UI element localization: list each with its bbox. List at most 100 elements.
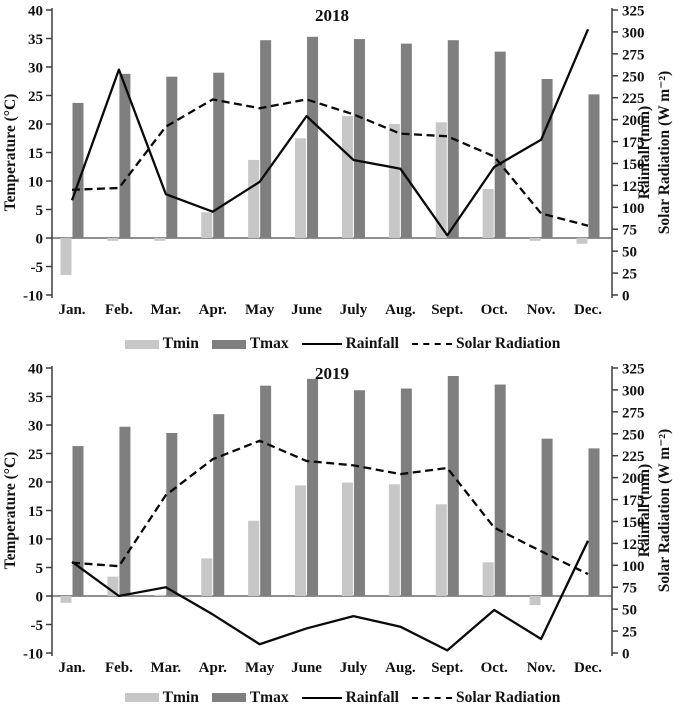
- legend-item-rainfall: Rainfall: [301, 335, 399, 353]
- x-tick-label: June: [291, 302, 322, 318]
- right-tick-label: 50: [622, 245, 637, 261]
- legend-item-tmax: Tmax: [211, 335, 289, 353]
- x-tick-label: July: [340, 660, 368, 676]
- left-tick-label: 20: [28, 118, 43, 134]
- chart-title: 2018: [315, 6, 349, 25]
- tmin-bar: [107, 576, 119, 596]
- tmax-bar: [119, 73, 131, 238]
- x-tick-label: Mar.: [150, 660, 181, 676]
- tmin-bar: [482, 188, 494, 238]
- tmax-bar: [447, 375, 459, 596]
- x-tick-label: Sept.: [431, 660, 463, 676]
- x-tick-label: Oct.: [481, 660, 508, 676]
- tmin-bar: [482, 562, 494, 596]
- tmax-bar: [588, 94, 600, 238]
- left-tick-label: 10: [28, 175, 43, 191]
- legend-label-solar: Solar Radiation: [455, 335, 561, 352]
- tmax-bar: [260, 385, 272, 596]
- tmin-bar: [201, 212, 213, 238]
- left-tick-label: 10: [28, 533, 43, 549]
- tmax-bar: [400, 388, 412, 596]
- tmax-bar: [260, 40, 272, 239]
- right-tick-label: 125: [622, 179, 645, 195]
- tmax-bar: [213, 72, 225, 238]
- legend-item-tmin: Tmin: [124, 689, 199, 707]
- x-tick-label: Oct.: [481, 302, 508, 318]
- legend-label-solar: Solar Radiation: [455, 688, 561, 706]
- right-tick-label: 325: [622, 362, 645, 378]
- rainfall-line: [71, 540, 590, 652]
- left-tick-label: 25: [28, 447, 43, 463]
- right-tick-label: 75: [622, 223, 637, 239]
- right-tick-label: 175: [622, 493, 645, 509]
- tmin-bar: [295, 138, 307, 238]
- x-tick-label: May: [245, 302, 275, 318]
- solar-radiation-line: [71, 98, 589, 227]
- right-tick-label: 125: [622, 537, 645, 553]
- tmax-bar: [72, 446, 84, 596]
- tmax-bar: [307, 36, 319, 238]
- x-tick-label: Jan.: [58, 660, 85, 676]
- right-tick-label: 275: [622, 405, 645, 421]
- right-tick-label: 25: [622, 625, 637, 641]
- x-tick-label: Nov.: [527, 302, 556, 318]
- x-tick-label: Feb.: [105, 302, 133, 318]
- right-axis-title-rainfall: Rainfall (mm): [636, 464, 653, 557]
- left-tick-label: -5: [31, 618, 44, 634]
- solar-line-sample: [411, 343, 452, 345]
- right-tick-label: 100: [622, 559, 645, 575]
- tmax-bar: [400, 43, 412, 238]
- left-tick-label: 40: [28, 4, 43, 20]
- tmin-bar: [60, 596, 72, 603]
- legend-item-solar: Solar Radiation: [411, 335, 561, 353]
- left-tick-label: 30: [28, 61, 43, 77]
- left-axis-title: Temperature (°C): [2, 94, 19, 212]
- left-tick-label: 35: [28, 390, 43, 406]
- tmin-bar: [154, 594, 166, 596]
- right-tick-label: 175: [622, 135, 645, 151]
- tmin-bar: [341, 116, 353, 238]
- x-tick-label: Jan.: [58, 302, 85, 318]
- tmin-bar: [341, 482, 353, 596]
- right-tick-label: 0: [622, 647, 630, 663]
- right-tick-label: 225: [622, 91, 645, 107]
- x-tick-label: Aug.: [385, 660, 416, 676]
- rainfall-line-sample: [301, 343, 342, 345]
- chart-2019-block: 40 35 30 25 20 15 10 5 0 -5 -10 325 300 275 250 225 200 1…: [0, 358, 685, 707]
- tmax-bar: [494, 51, 506, 238]
- x-tick-label: Apr.: [199, 660, 227, 676]
- right-tick-label: 0: [622, 289, 630, 305]
- legend-label-tmax: Tmax: [249, 688, 289, 706]
- right-tick-label: 250: [622, 427, 645, 443]
- x-tick-label: Mar.: [150, 302, 181, 318]
- tmax-swatch: [211, 339, 246, 349]
- tmin-bar: [201, 558, 213, 596]
- tmin-bar: [60, 238, 72, 276]
- tmin-bar: [154, 238, 166, 241]
- tmin-bar: [248, 520, 260, 596]
- legend-label-tmin: Tmin: [162, 335, 199, 352]
- tmin-bar: [388, 124, 400, 238]
- solar-line-sample: [411, 696, 452, 699]
- rainfall-line-sample: [301, 696, 342, 699]
- tmin-bar: [295, 485, 307, 596]
- tmin-bar: [529, 596, 541, 606]
- right-tick-label: 75: [622, 581, 637, 597]
- legend-label-tmax: Tmax: [249, 335, 289, 352]
- x-tick-label: June: [291, 660, 322, 676]
- tmin-bar: [248, 159, 260, 238]
- right-tick-label: 325: [622, 4, 645, 20]
- tmin-swatch: [124, 693, 159, 702]
- tmax-bar: [541, 78, 553, 238]
- right-tick-label: 150: [622, 515, 645, 531]
- tmax-bar: [307, 378, 319, 596]
- left-tick-label: 15: [28, 146, 43, 162]
- legend-2019: Tmin Tmax Rainfall Solar Radiation: [0, 688, 685, 707]
- chart-title: 2019: [315, 364, 349, 383]
- right-tick-label: 275: [622, 47, 645, 63]
- right-tick-label: 225: [622, 449, 645, 465]
- tmin-bar: [388, 484, 400, 596]
- right-tick-label: 300: [622, 25, 645, 41]
- right-axis-title-solar: Solar Radiation (W m⁻²): [656, 71, 673, 234]
- x-tick-label: Dec.: [574, 302, 602, 318]
